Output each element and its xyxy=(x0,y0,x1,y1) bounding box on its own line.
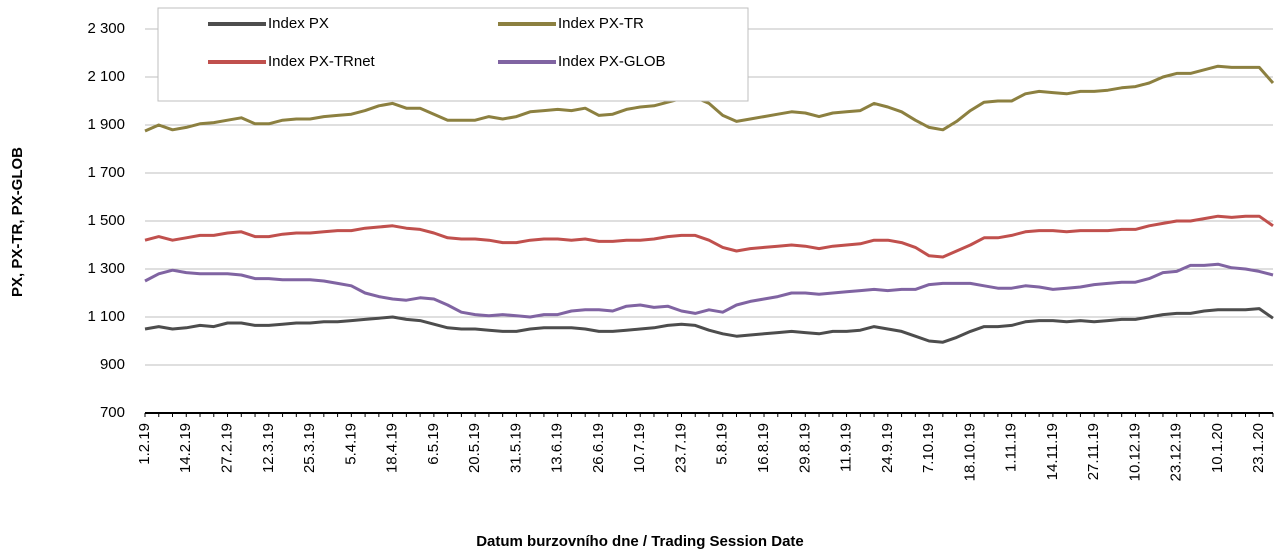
series-line xyxy=(144,64,1275,133)
x-axis-title: Datum burzovního dne / Trading Session D… xyxy=(476,533,804,550)
x-tick-label: 23.1.20 xyxy=(1250,423,1267,473)
x-tick-label: 5.8.19 xyxy=(714,423,731,465)
y-tick-label: 700 xyxy=(100,404,125,421)
x-tick-label: 10.7.19 xyxy=(631,423,648,473)
x-tick-label: 10.12.19 xyxy=(1126,423,1143,481)
legend-label: Index PX-GLOB xyxy=(558,53,666,70)
x-tick-label: 11.9.19 xyxy=(838,423,855,472)
x-tick-label: 5.4.19 xyxy=(342,423,359,465)
x-tick-label: 26.6.19 xyxy=(590,423,607,473)
series-line xyxy=(144,262,1274,319)
x-tick-label: 29.8.19 xyxy=(796,423,813,473)
x-tick-label: 18.10.19 xyxy=(961,423,978,481)
x-tick-label: 25.3.19 xyxy=(301,423,318,473)
x-tick-label: 27.11.19 xyxy=(1085,423,1102,480)
x-tick-label: 7.10.19 xyxy=(920,423,937,473)
y-tick-label: 1 300 xyxy=(87,260,125,277)
x-tick-label: 1.11.19 xyxy=(1003,423,1020,472)
x-tick-label: 14.11.19 xyxy=(1044,423,1061,480)
x-tick-label: 31.5.19 xyxy=(507,423,524,473)
legend-label: Index PX xyxy=(268,15,329,32)
y-tick-label: 900 xyxy=(100,356,125,373)
legend-label: Index PX-TR xyxy=(558,15,644,32)
y-tick-label: 1 900 xyxy=(87,116,125,133)
legend-label: Index PX-TRnet xyxy=(268,53,376,70)
x-tick-label: 27.2.19 xyxy=(219,423,236,473)
x-tick-label: 10.1.20 xyxy=(1209,423,1226,473)
x-tick-label: 13.6.19 xyxy=(549,423,566,473)
series-line xyxy=(144,307,1274,344)
series-line xyxy=(144,214,1274,259)
x-tick-label: 12.3.19 xyxy=(260,423,277,473)
y-tick-label: 2 100 xyxy=(87,68,125,85)
x-tick-label: 23.12.19 xyxy=(1168,423,1185,481)
y-tick-label: 1 100 xyxy=(87,308,125,325)
y-tick-label: 1 700 xyxy=(87,164,125,181)
x-tick-label: 1.2.19 xyxy=(136,423,153,465)
x-tick-label: 14.2.19 xyxy=(177,423,194,473)
x-tick-label: 16.8.19 xyxy=(755,423,772,473)
x-tick-label: 18.4.19 xyxy=(384,423,401,473)
y-tick-label: 2 300 xyxy=(87,20,125,37)
y-axis-title: PX, PX-TR, PX-GLOB xyxy=(9,147,26,297)
y-tick-label: 1 500 xyxy=(87,212,125,229)
x-tick-label: 20.5.19 xyxy=(466,423,483,473)
x-tick-label: 23.7.19 xyxy=(672,423,689,473)
x-tick-label: 24.9.19 xyxy=(879,423,896,473)
x-tick-label: 6.5.19 xyxy=(425,423,442,465)
